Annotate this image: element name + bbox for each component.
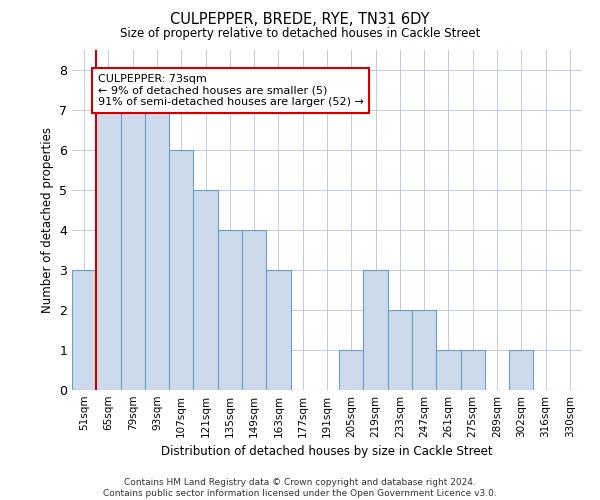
Text: Size of property relative to detached houses in Cackle Street: Size of property relative to detached ho… xyxy=(120,28,480,40)
Bar xyxy=(218,230,242,390)
Bar xyxy=(242,230,266,390)
Bar xyxy=(436,350,461,390)
Text: CULPEPPER: 73sqm
← 9% of detached houses are smaller (5)
91% of semi-detached ho: CULPEPPER: 73sqm ← 9% of detached houses… xyxy=(97,74,364,107)
Bar xyxy=(193,190,218,390)
Bar xyxy=(72,270,96,390)
Y-axis label: Number of detached properties: Number of detached properties xyxy=(41,127,53,313)
Text: Contains HM Land Registry data © Crown copyright and database right 2024.
Contai: Contains HM Land Registry data © Crown c… xyxy=(103,478,497,498)
Bar xyxy=(121,110,145,390)
Bar xyxy=(412,310,436,390)
Bar xyxy=(339,350,364,390)
Text: CULPEPPER, BREDE, RYE, TN31 6DY: CULPEPPER, BREDE, RYE, TN31 6DY xyxy=(170,12,430,28)
Bar xyxy=(266,270,290,390)
X-axis label: Distribution of detached houses by size in Cackle Street: Distribution of detached houses by size … xyxy=(161,446,493,458)
Bar xyxy=(169,150,193,390)
Bar xyxy=(96,110,121,390)
Bar xyxy=(364,270,388,390)
Bar xyxy=(461,350,485,390)
Bar xyxy=(509,350,533,390)
Bar xyxy=(388,310,412,390)
Bar xyxy=(145,110,169,390)
